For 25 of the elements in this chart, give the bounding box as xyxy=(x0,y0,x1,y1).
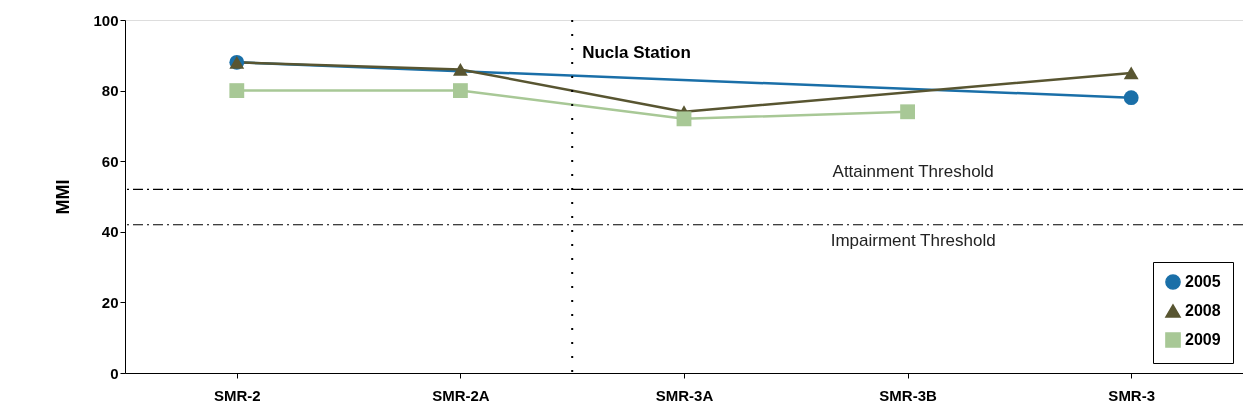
y-tick-label: 40 xyxy=(101,223,119,241)
ref-line-label: Attainment Threshold xyxy=(832,162,994,182)
y-axis-title: MMI xyxy=(53,179,74,215)
ref-line-label: Impairment Threshold xyxy=(830,230,996,250)
annotation: Nucla Station xyxy=(582,43,691,62)
x-tick-label: SMR-2 xyxy=(213,386,261,404)
point xyxy=(452,63,468,76)
x-tick-label: SMR-2A xyxy=(432,386,490,404)
legend-label: 2005 xyxy=(1185,273,1221,290)
point xyxy=(676,111,692,127)
y-tick-label: 20 xyxy=(101,293,119,311)
legend-label: 2008 xyxy=(1185,302,1221,319)
x-tick-label: SMR-3B xyxy=(879,386,938,404)
y-tick-label: 0 xyxy=(110,364,119,382)
legend-label: 2009 xyxy=(1185,331,1221,348)
y-tick-label: 60 xyxy=(101,152,119,170)
point xyxy=(1123,90,1139,106)
point xyxy=(229,83,245,99)
point xyxy=(452,83,468,99)
x-tick-label: SMR-3A xyxy=(655,386,714,404)
x-tick-label: SMR-3 xyxy=(1108,386,1156,404)
point xyxy=(900,104,916,120)
point xyxy=(1123,66,1139,80)
y-tick-label: 100 xyxy=(93,11,119,29)
y-tick-label: 80 xyxy=(101,82,119,100)
